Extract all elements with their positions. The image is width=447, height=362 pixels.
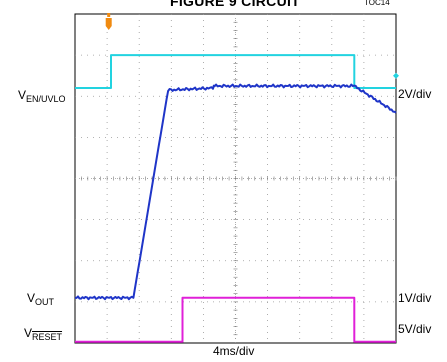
trace-vout bbox=[74, 83, 397, 301]
trace-ven-uvlo bbox=[75, 54, 396, 89]
markers bbox=[105, 13, 399, 79]
label-ven-uvlo: VEN/UVLO bbox=[18, 88, 66, 104]
x-scale: 4ms/div bbox=[213, 344, 255, 358]
trigger-marker-stem-icon bbox=[107, 13, 111, 17]
label-vout: VOUT bbox=[27, 291, 55, 307]
trigger-marker-icon bbox=[105, 18, 112, 26]
scale-ven-uvlo: 2V/div bbox=[398, 87, 432, 101]
scale-vout: 1V/div bbox=[398, 291, 432, 305]
figure-id: TOC14 bbox=[364, 0, 390, 7]
label-vreset: VRESET bbox=[24, 326, 63, 342]
grid bbox=[74, 13, 397, 344]
trace-vreset bbox=[75, 296, 396, 343]
channel-level-marker-icon bbox=[393, 72, 399, 79]
scale-vreset: 5V/div bbox=[398, 322, 432, 336]
chart-title: FIGURE 9 CIRCUIT bbox=[170, 0, 301, 9]
traces bbox=[74, 54, 397, 343]
trigger-marker-tip-icon bbox=[105, 26, 112, 30]
